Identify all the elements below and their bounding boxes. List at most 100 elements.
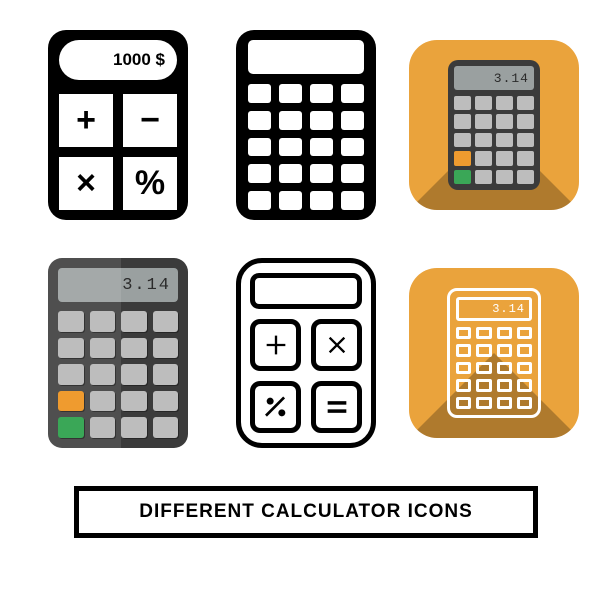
key [121,417,147,438]
calculator-outline-ops-icon [236,258,376,448]
cell-6: 3.14 [409,248,579,458]
key [496,114,513,128]
key [58,311,84,332]
key [454,170,471,184]
key [341,191,364,210]
key [58,391,84,412]
calc1-ops: + − × % [59,94,177,211]
key [517,379,532,391]
key [517,362,532,374]
calc3-screen: 3.14 [454,66,534,90]
calc6-body: 3.14 [447,288,541,418]
key [496,96,513,110]
key [454,96,471,110]
times-icon: × [59,157,113,210]
key [517,133,534,147]
cell-1: 1000 $ + − × % [33,20,203,230]
key [341,164,364,183]
key [496,170,513,184]
calc3-keys [454,96,534,184]
key [153,391,179,412]
key [456,362,471,374]
key [454,114,471,128]
calculator-flat-tile-color-icon: 3.14 [409,40,579,210]
key [310,191,333,210]
key [310,138,333,157]
key [341,84,364,103]
plus-icon [250,319,301,371]
calc5-ops [250,319,362,433]
cell-4: 3.14 [33,248,203,458]
key [517,344,532,356]
calc4-keys [58,311,178,438]
key [517,96,534,110]
calculator-solid-ops-icon: 1000 $ + − × % [48,30,188,220]
key [248,164,271,183]
key [58,417,84,438]
minus-icon: − [123,94,177,147]
calc2-keys [248,84,364,210]
key [90,338,116,359]
key [475,96,492,110]
key [58,364,84,385]
key [153,311,179,332]
key [58,338,84,359]
key [279,111,302,130]
key [454,133,471,147]
key [476,362,491,374]
key [153,417,179,438]
key [454,151,471,165]
key [121,391,147,412]
key [341,138,364,157]
key [153,364,179,385]
key [310,111,333,130]
key [517,397,532,409]
key [497,344,512,356]
key [310,84,333,103]
key [517,170,534,184]
percent-icon [250,381,301,433]
key [456,344,471,356]
calculator-flat-large-icon: 3.14 [48,258,188,448]
key [456,397,471,409]
cell-3: 3.14 [409,20,579,230]
calc1-screen: 1000 $ [59,40,177,80]
calc6-screen: 3.14 [456,297,532,321]
key [279,84,302,103]
calc3-body: 3.14 [448,60,540,190]
calculator-solid-grid-icon [236,30,376,220]
key [476,397,491,409]
cell-5 [221,248,391,458]
key [497,327,512,339]
key [496,133,513,147]
times-icon [311,319,362,371]
key [475,170,492,184]
key [497,397,512,409]
key [279,138,302,157]
icon-grid: 1000 $ + − × % 3.14 3.14 [33,20,579,458]
key [90,364,116,385]
key [248,111,271,130]
key [248,191,271,210]
key [456,379,471,391]
key [497,379,512,391]
key [517,327,532,339]
key [497,362,512,374]
key [341,111,364,130]
key [476,379,491,391]
key [248,138,271,157]
key [517,151,534,165]
key [121,364,147,385]
key [121,311,147,332]
plus-icon: + [59,94,113,147]
key [279,191,302,210]
key [90,391,116,412]
equals-icon [311,381,362,433]
key [476,327,491,339]
calc4-screen: 3.14 [58,268,178,302]
title-label: DIFFERENT CALCULATOR ICONS [74,486,538,538]
key [248,84,271,103]
key [475,133,492,147]
key [310,164,333,183]
percent-icon: % [123,157,177,210]
